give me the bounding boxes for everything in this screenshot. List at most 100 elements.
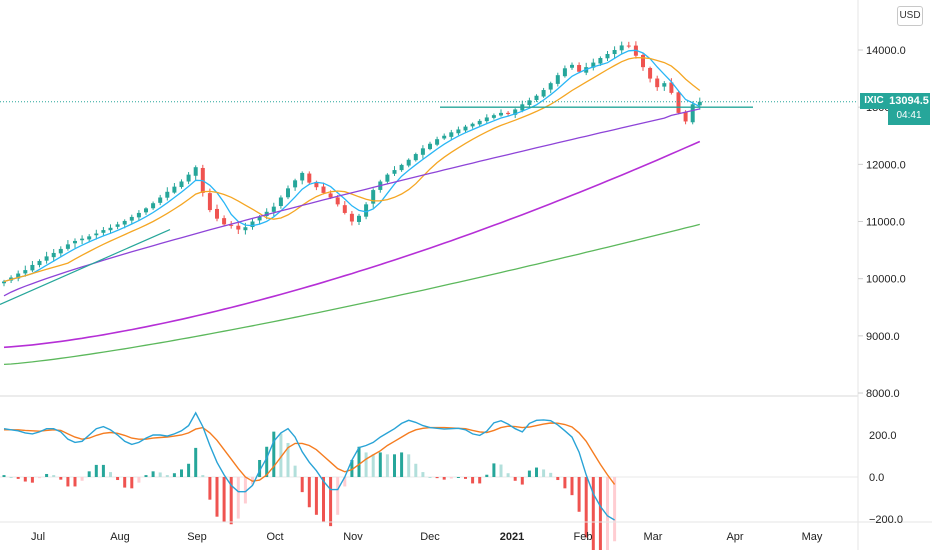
- macd-axis[interactable]: −200.0 0.0 200.0: [869, 430, 903, 526]
- macd-histogram-bar: [307, 477, 311, 508]
- macd-histogram-bar: [101, 464, 105, 477]
- macd-histogram-bar: [556, 477, 560, 481]
- macd-histogram-bar: [456, 477, 460, 478]
- macd-histogram-bar: [300, 477, 304, 493]
- macd-histogram-bar: [109, 472, 112, 477]
- candle-body: [413, 154, 418, 161]
- macd-histogram-bar: [73, 477, 77, 487]
- macd-histogram-bar: [542, 469, 546, 477]
- macd-histogram-bar: [492, 463, 496, 477]
- candle-body: [385, 174, 390, 182]
- macd-histogram-bar: [59, 477, 63, 480]
- candle-body: [428, 143, 432, 150]
- time-tick-label: Nov: [343, 531, 363, 543]
- candle-body: [115, 224, 120, 227]
- macd-histogram-bar: [357, 446, 361, 477]
- macd-histogram-bar: [172, 473, 176, 477]
- price-tick-label: 9000.0: [866, 331, 900, 343]
- time-tick-label: Oct: [266, 531, 283, 543]
- macd-histogram-bar: [45, 473, 49, 477]
- candle-body: [456, 129, 461, 134]
- macd-histogram-bar: [236, 477, 240, 519]
- macd-histogram-bar: [23, 477, 27, 482]
- macd-histogram-bar: [130, 477, 134, 489]
- ma-100-line: [3, 140, 701, 349]
- candle-body: [435, 139, 440, 145]
- macd-histogram-bar: [598, 477, 602, 550]
- candle-body: [236, 225, 241, 230]
- candle-body: [612, 50, 617, 55]
- candle-body: [293, 180, 298, 188]
- candle-body: [591, 62, 596, 68]
- macd-histogram-bar: [329, 477, 333, 527]
- currency-button[interactable]: USD: [897, 6, 923, 26]
- macd-histogram-bar: [563, 477, 567, 489]
- candle-body: [44, 256, 49, 261]
- macd-histogram-bar: [449, 477, 453, 479]
- price-tick-label: 11000.0: [866, 217, 905, 229]
- trend-line: [0, 228, 171, 305]
- macd-tick-label: 200.0: [869, 430, 897, 442]
- candle-body: [122, 220, 127, 225]
- price-tick-label: 10000.0: [866, 274, 906, 286]
- candle-body: [243, 227, 248, 231]
- macd-histogram-bar: [421, 472, 425, 477]
- candle-body: [193, 167, 198, 176]
- macd-histogram-bar: [613, 477, 617, 542]
- candle-body: [605, 54, 610, 59]
- candle-body: [499, 112, 503, 116]
- ma-fast-line: [3, 49, 701, 283]
- candle-body: [406, 159, 411, 166]
- macd-histogram-bar: [158, 472, 162, 477]
- candle-body: [364, 204, 369, 217]
- macd-histogram-bar: [442, 477, 446, 480]
- macd-histogram-bar: [194, 447, 198, 477]
- candle-body: [101, 230, 106, 233]
- ma-200-line: [3, 223, 700, 366]
- candle-body: [449, 132, 454, 137]
- candle-body: [37, 260, 42, 266]
- candle-body: [23, 270, 28, 274]
- candle-body: [676, 92, 681, 113]
- macd-histogram-bar: [66, 477, 70, 487]
- macd-tick-label: −200.0: [869, 514, 903, 526]
- macd-histogram-bar: [378, 452, 382, 477]
- candle-body: [690, 104, 695, 123]
- candle-body: [257, 216, 262, 221]
- time-axis[interactable]: Jul Aug Sep Oct Nov Dec 2021 Feb Mar Apr May: [31, 531, 823, 543]
- price-tick-label: 14000.0: [866, 45, 906, 57]
- macd-histogram-bar: [400, 452, 404, 477]
- macd-histogram-bar: [513, 477, 517, 481]
- candle-body: [94, 233, 99, 236]
- macd-tick-label: 0.0: [869, 472, 884, 484]
- candle-body: [697, 101, 702, 106]
- ma-medium-line: [3, 56, 701, 283]
- macd-histogram-bar: [371, 454, 375, 477]
- time-tick-label: Aug: [110, 531, 130, 543]
- macd-histogram-bar: [2, 475, 6, 477]
- time-tick-label: 2021: [500, 531, 524, 543]
- candle-body: [662, 83, 667, 87]
- candle-body: [477, 120, 482, 125]
- candle-body: [264, 211, 269, 216]
- macd-histogram-bar: [137, 477, 141, 483]
- macd-histogram-bar: [584, 477, 588, 538]
- candle-body: [548, 83, 553, 90]
- candle-body: [271, 206, 276, 212]
- candle-body: [286, 188, 290, 198]
- candle-body: [527, 100, 532, 106]
- candle-body: [144, 208, 148, 213]
- candle-body: [470, 123, 475, 127]
- macd-histogram-bar: [116, 477, 120, 481]
- time-tick-label: Dec: [420, 531, 440, 543]
- candle-body: [570, 64, 574, 68]
- symbol-tag: IXIC: [860, 93, 888, 109]
- price-tick-label: 8000.0: [866, 388, 900, 400]
- candle-body: [655, 78, 660, 88]
- macd-histogram-bar: [144, 475, 148, 477]
- candle-body: [513, 109, 518, 115]
- macd-histogram-bar: [428, 477, 432, 478]
- candle-body: [229, 224, 234, 226]
- macd-histogram-bar: [314, 477, 318, 515]
